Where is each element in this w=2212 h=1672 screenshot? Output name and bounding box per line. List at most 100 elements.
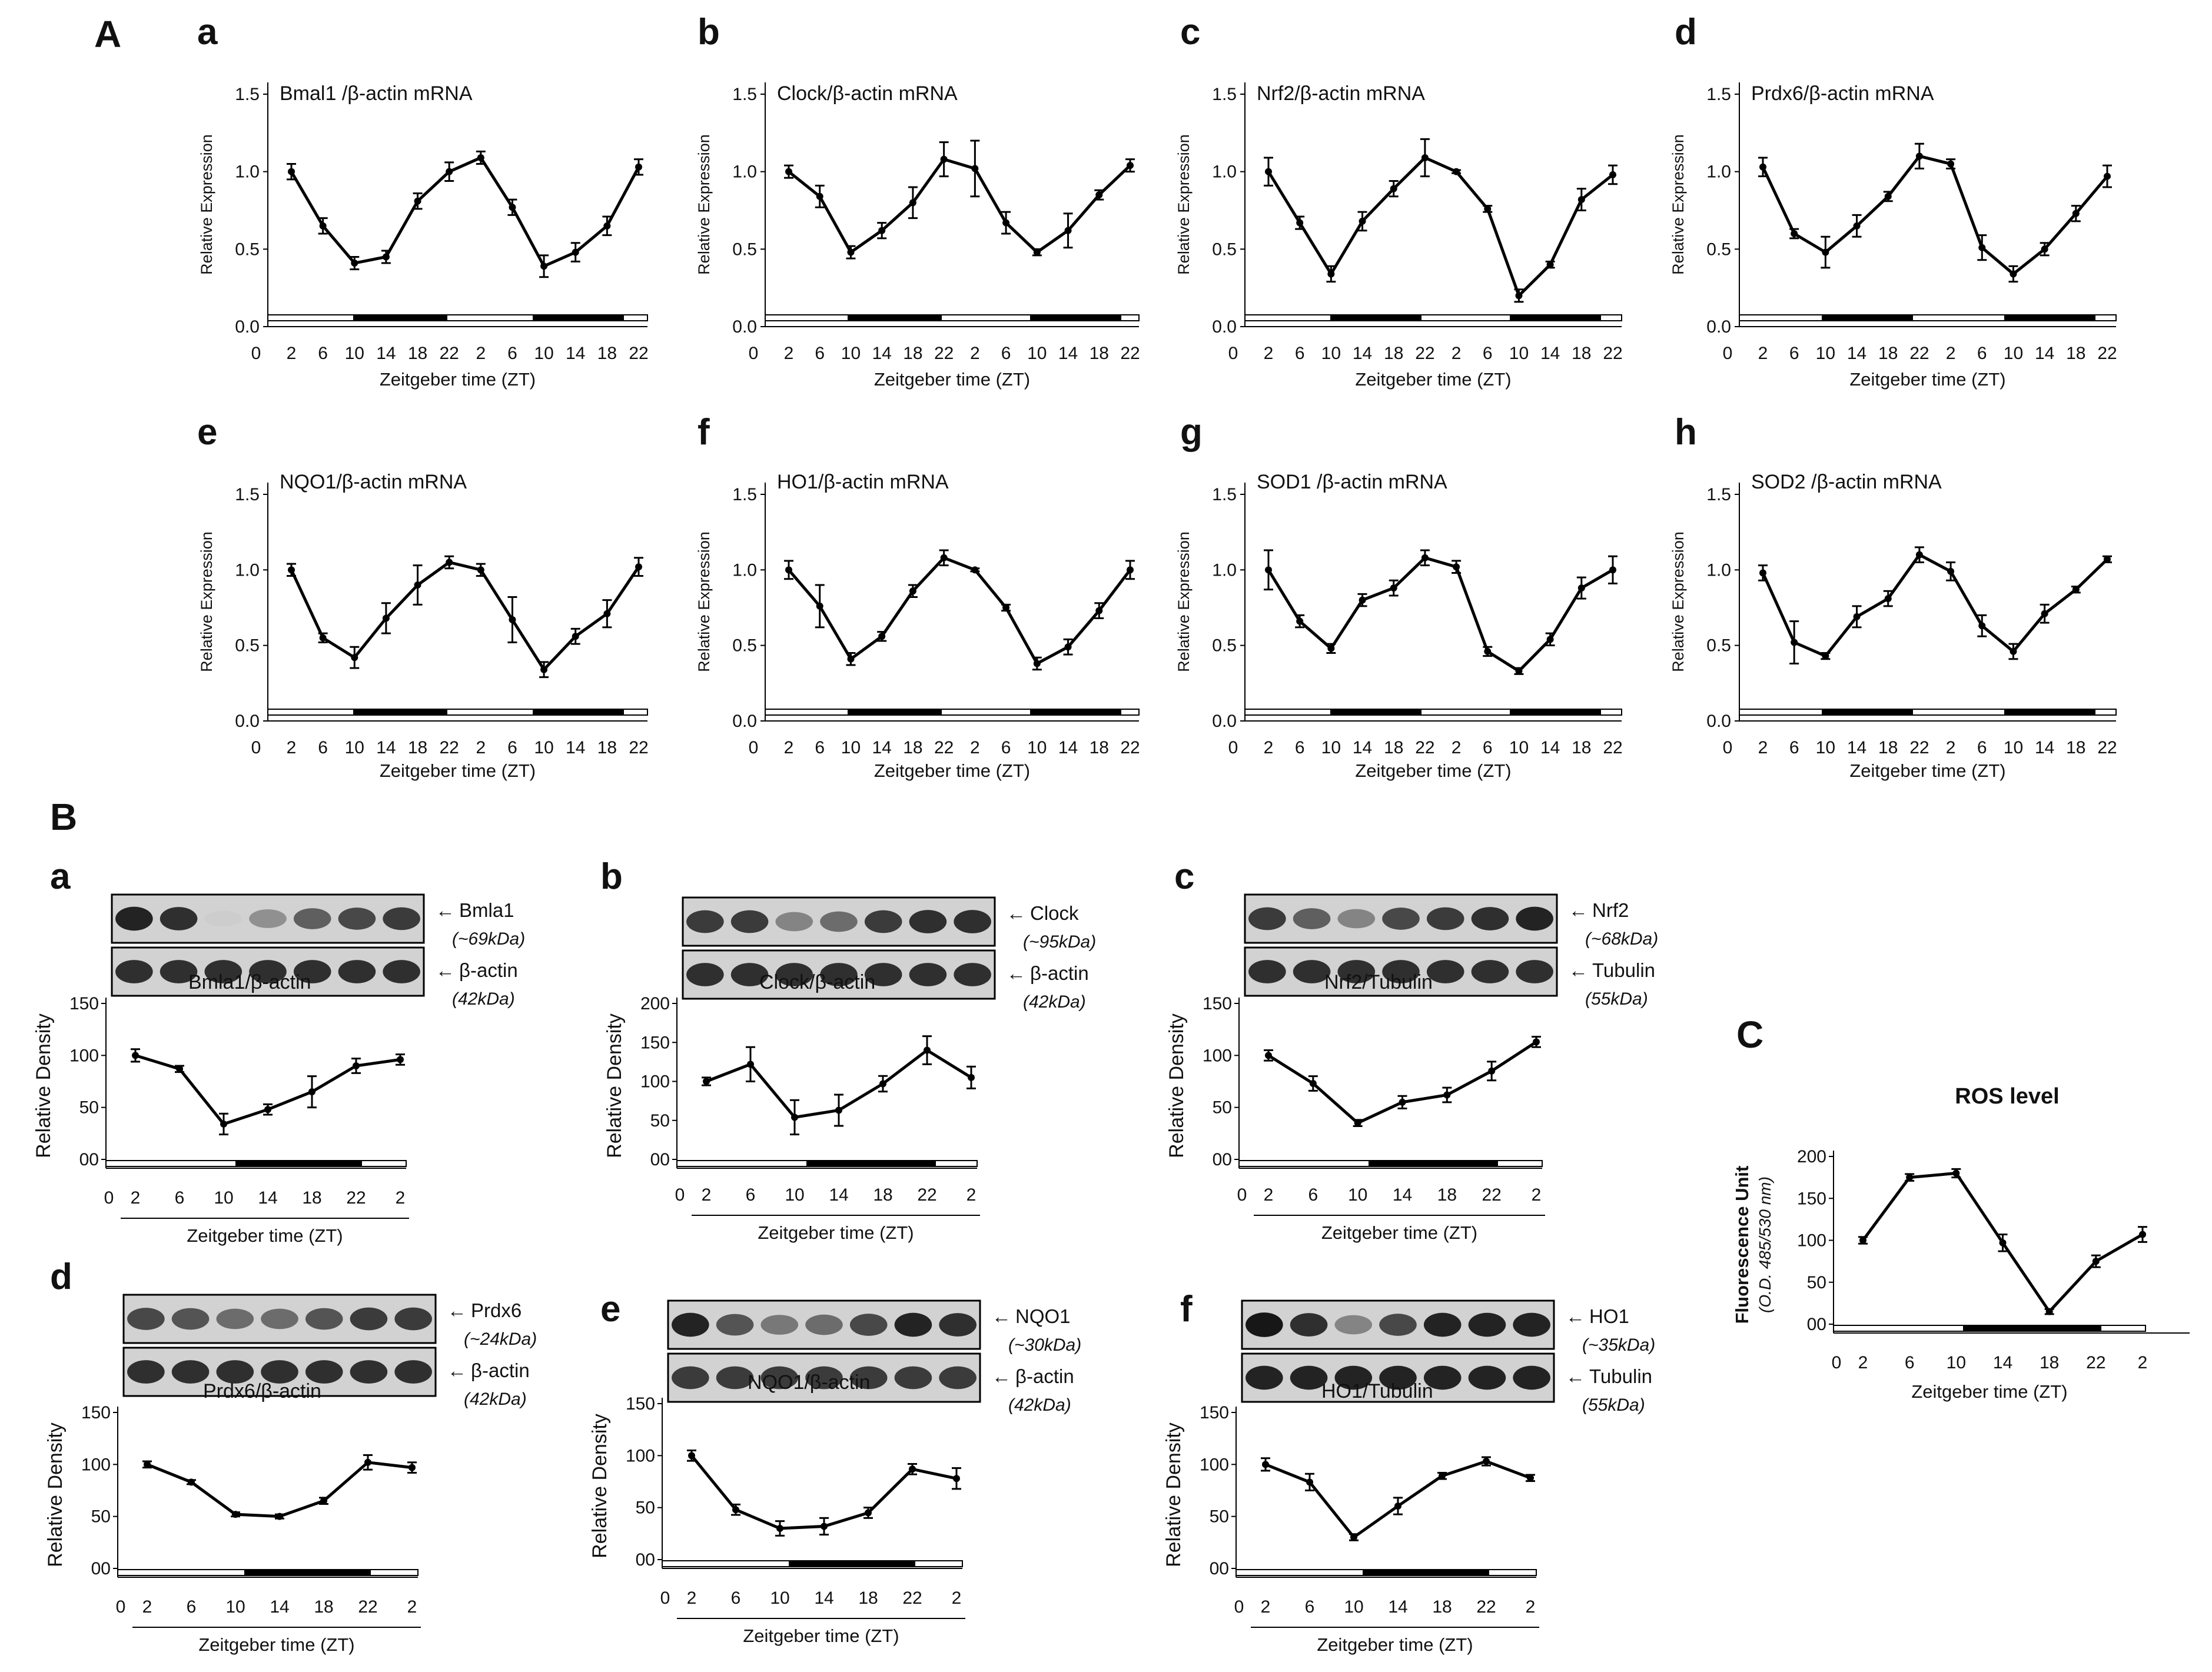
light-dark-light-bar	[765, 314, 1140, 321]
light-dark-dark-bar	[244, 1570, 371, 1575]
x-tick-label: 6	[1977, 344, 1987, 363]
data-point	[572, 248, 579, 256]
y-tick-label: 1.5	[732, 485, 757, 504]
x-tick-label: 10	[1027, 344, 1047, 363]
x-tick-label: 14	[1353, 344, 1372, 363]
y-tick-label: 1.0	[235, 560, 260, 580]
data-point	[785, 168, 792, 175]
control-blot-band	[338, 960, 376, 983]
data-point	[1853, 613, 1861, 620]
x-tick-label: 2	[1946, 738, 1956, 757]
x-tick-label: 2	[952, 1588, 962, 1608]
data-point	[1064, 227, 1072, 234]
x-axis-label: Zeitgeber time (ZT)	[187, 1225, 343, 1246]
data-point	[1309, 1080, 1317, 1088]
data-point	[688, 1452, 695, 1460]
y-axis-label: Relative Expression	[1669, 531, 1687, 672]
light-dark-dark-bar-0	[1822, 709, 1913, 715]
x-axis-label: Zeitgeber time (ZT)	[1317, 1634, 1473, 1655]
data-point	[1265, 168, 1272, 175]
x-tick-label: 0	[251, 344, 261, 363]
y-tick-label: 0.5	[1212, 240, 1237, 259]
x-tick-label: 22	[1603, 738, 1622, 757]
x-tick-label: 18	[408, 738, 427, 757]
control-blot-band	[954, 963, 991, 986]
control-blot-band	[760, 1366, 799, 1390]
x-tick-label: 22	[1482, 1185, 1501, 1205]
y-tick-label: 0.0	[235, 317, 260, 337]
data-point	[635, 563, 642, 571]
band-arrow: ←	[1007, 902, 1026, 924]
data-point	[2010, 270, 2017, 278]
data-point	[971, 566, 979, 574]
control-blot-band	[293, 960, 331, 983]
panel-letter-A-g: g	[1180, 412, 1203, 453]
x-tick-label: 14	[1058, 344, 1078, 363]
y-axis-label: Relative Expression	[198, 531, 215, 672]
y-tick-label: 1.0	[732, 162, 757, 182]
x-tick-label: 0	[1228, 344, 1238, 363]
y-tick-label: 200	[640, 994, 670, 1013]
x-tick-label: 2	[687, 1588, 697, 1608]
target-blot-band	[338, 908, 376, 930]
control-blot-band	[1337, 960, 1376, 983]
x-tick-label: 0	[1237, 1185, 1247, 1205]
data-point	[1453, 563, 1460, 571]
target-blot-band	[115, 906, 153, 931]
y-tick-label: 0.0	[732, 712, 757, 731]
target-blot-band	[383, 907, 420, 930]
data-point	[1915, 152, 1923, 160]
series-line	[1267, 155, 1614, 298]
data-point	[1327, 644, 1335, 652]
data-point	[835, 1106, 842, 1114]
data-point	[2104, 172, 2111, 180]
light-dark-light-bar	[1244, 709, 1622, 716]
data-point	[1127, 566, 1134, 574]
control-band-kda: (42kDa)	[1008, 1395, 1071, 1415]
x-tick-label: 10	[841, 344, 861, 363]
light-dark-dark-bar-1	[533, 315, 624, 321]
band-arrow: ←	[1569, 899, 1588, 921]
section-letter-a: A	[94, 13, 121, 55]
x-tick-label: 2	[970, 344, 980, 363]
data-point	[953, 1475, 960, 1482]
y-tick-label: 1.5	[235, 485, 260, 504]
y-tick-label: 00	[79, 1150, 99, 1169]
panel-letter-A-b: b	[698, 12, 720, 52]
series-line	[290, 155, 640, 268]
y-tick-label: 150	[640, 1033, 670, 1052]
light-dark-dark-bar-0	[848, 315, 942, 321]
data-point	[1884, 192, 1892, 200]
x-tick-label: 18	[1878, 738, 1898, 757]
control-blot-band	[1516, 960, 1553, 983]
series-line	[1761, 553, 2108, 658]
data-point	[1359, 217, 1366, 225]
control-blot-band	[672, 1366, 709, 1390]
data-point	[414, 197, 421, 205]
x-tick-label: 0	[660, 1588, 670, 1608]
plot-title: Bmla1/β-actin	[188, 971, 311, 993]
x-tick-label: 2	[1946, 344, 1956, 363]
x-tick-label: 10	[1027, 738, 1047, 757]
plot-title: ROS level	[1955, 1084, 2059, 1109]
x-tick-label: 10	[214, 1188, 233, 1208]
x-tick-label: 0	[749, 344, 759, 363]
x-tick-label: 18	[314, 1597, 333, 1617]
x-tick-label: 2	[966, 1185, 977, 1205]
x-tick-label: 22	[2097, 344, 2117, 363]
data-point	[1033, 660, 1041, 667]
x-tick-label: 14	[1353, 738, 1372, 757]
y-tick-label: 1.0	[732, 560, 757, 580]
target-blot-band	[849, 1314, 888, 1336]
data-point	[847, 655, 855, 663]
x-tick-label: 2	[784, 738, 794, 757]
target-band-label: Bmla1	[459, 899, 514, 921]
data-point	[1999, 1239, 2007, 1246]
x-tick-label: 6	[1295, 738, 1305, 757]
x-tick-label: 0	[749, 738, 759, 757]
data-point	[220, 1120, 227, 1128]
x-tick-label: 22	[1120, 344, 1140, 363]
light-dark-light-bar	[1739, 709, 2117, 716]
plot-title: Bmal1 /β-actin mRNA	[280, 82, 473, 105]
light-dark-light-bar	[267, 709, 648, 716]
